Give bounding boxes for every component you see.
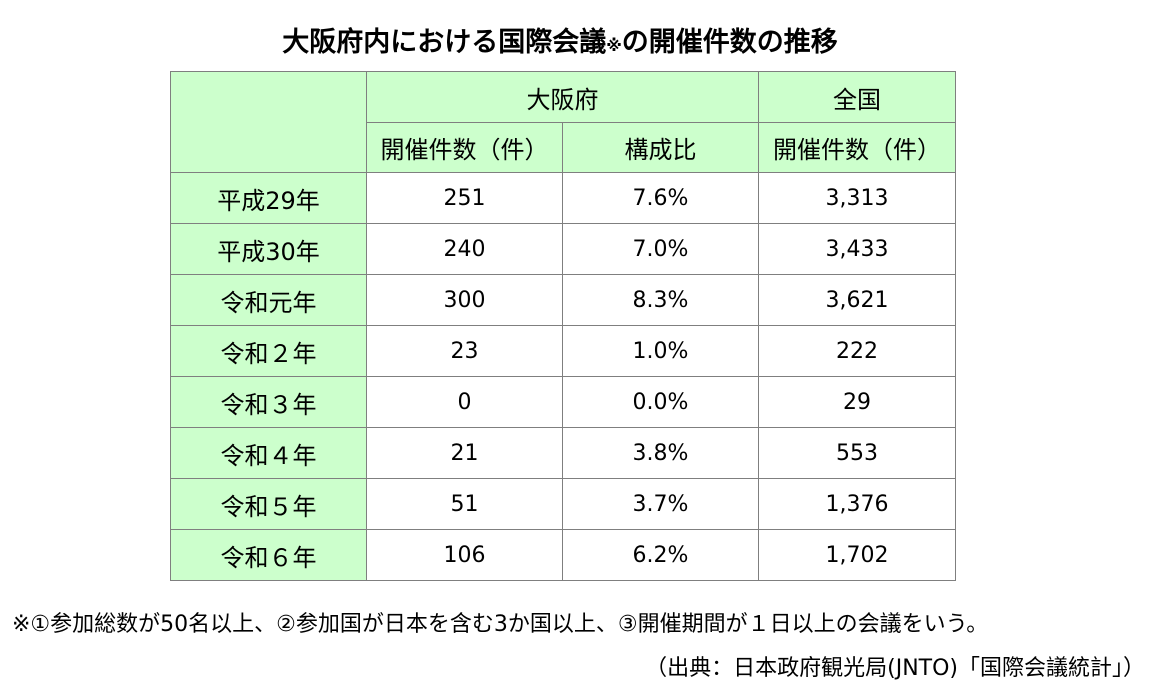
osaka-count-cell: 300 [366,274,563,326]
table-row: 令和４年 21 3.8% 553 [170,427,956,479]
table-row: 平成30年 240 7.0% 3,433 [170,223,956,275]
national-count-cell: 3,433 [758,223,956,275]
header-group-national: 全国 [758,71,956,123]
ratio-cell: 1.0% [562,325,759,377]
national-count-cell: 1,376 [758,478,956,530]
national-count-cell: 29 [758,376,956,428]
row-year: 令和３年 [170,376,367,428]
header-row-groups: 大阪府 全国 [170,71,956,173]
title-main: 大阪府内における国際会議 [282,27,607,58]
ratio-cell: 3.7% [562,478,759,530]
header-national-count: 開催件数（件） [758,122,956,173]
ratio-cell: 3.8% [562,427,759,479]
osaka-count-cell: 21 [366,427,563,479]
row-year: 平成29年 [170,172,367,224]
osaka-count-cell: 23 [366,325,563,377]
row-year: 令和２年 [170,325,367,377]
national-count-cell: 3,621 [758,274,956,326]
osaka-count-cell: 251 [366,172,563,224]
table-row: 令和６年 106 6.2% 1,702 [170,529,956,581]
ratio-cell: 7.6% [562,172,759,224]
national-count-cell: 3,313 [758,172,956,224]
osaka-count-cell: 240 [366,223,563,275]
ratio-cell: 8.3% [562,274,759,326]
footnote: ※①参加総数が50名以上、②参加国が日本を含む3か国以上、③開催期間が１日以上の… [12,612,989,637]
osaka-count-cell: 106 [366,529,563,581]
header-row-columns: 開催件数（件） 構成比 開催件数（件） [171,122,956,173]
ratio-cell: 7.0% [562,223,759,275]
row-year: 令和６年 [170,529,367,581]
header-group-osaka: 大阪府 [366,71,759,123]
row-year: 令和４年 [170,427,367,479]
ratio-cell: 6.2% [562,529,759,581]
table-row: 平成29年 251 7.6% 3,313 [170,172,956,224]
national-count-cell: 222 [758,325,956,377]
table-row: 令和５年 51 3.7% 1,376 [170,478,956,530]
row-year: 令和元年 [170,274,367,326]
ratio-cell: 0.0% [562,376,759,428]
osaka-count-cell: 51 [366,478,563,530]
source-citation: （出典：日本政府観光局(JNTO)「国際会議統計」） [645,656,1145,681]
title-note-mark: ※ [606,36,622,55]
row-year: 平成30年 [170,223,367,275]
page-title: 大阪府内における国際会議※の開催件数の推移 [0,20,1120,59]
header-osaka-ratio: 構成比 [562,122,759,173]
table-row: 令和元年 300 8.3% 3,621 [170,274,956,326]
conference-table: 大阪府 全国 開催件数（件） 構成比 開催件数（件） 平成29年 251 7.6… [170,71,956,581]
osaka-count-cell: 0 [366,376,563,428]
national-count-cell: 553 [758,427,956,479]
header-corner-cell [170,71,367,173]
table-row: 令和３年 0 0.0% 29 [170,376,956,428]
table-row: 令和２年 23 1.0% 222 [170,325,956,377]
row-year: 令和５年 [170,478,367,530]
title-suffix: の開催件数の推移 [621,27,838,58]
national-count-cell: 1,702 [758,529,956,581]
header-osaka-count: 開催件数（件） [366,122,563,173]
